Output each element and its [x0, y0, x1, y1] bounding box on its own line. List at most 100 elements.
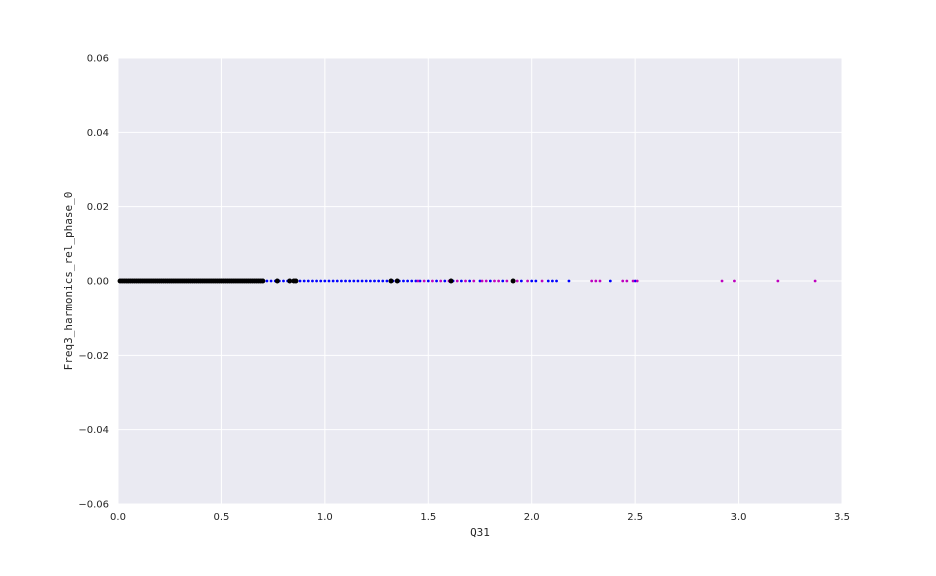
- data-point: [306, 279, 310, 283]
- data-point: [439, 279, 443, 283]
- data-point: [633, 279, 637, 283]
- data-point: [282, 279, 285, 283]
- data-point: [594, 279, 598, 283]
- data-point: [344, 279, 347, 283]
- x-tick-label: 0.5: [213, 512, 229, 523]
- data-point: [381, 279, 385, 283]
- y-tick-label: 0.02: [87, 202, 109, 213]
- x-tick-label: 2.0: [524, 512, 540, 523]
- data-point: [422, 279, 426, 283]
- y-tick-labels: −0.06 −0.04 −0.02 0.00 0.02 0.04 0.06: [78, 54, 109, 511]
- data-point: [364, 279, 368, 283]
- data-point: [414, 279, 418, 283]
- data-point: [260, 278, 266, 284]
- data-point: [501, 279, 505, 283]
- data-point: [293, 278, 299, 284]
- data-point: [377, 279, 381, 283]
- data-point: [534, 279, 538, 283]
- y-axis-label: Freq3_harmonics_rel_phase_0: [62, 192, 75, 371]
- y-tick-label: −0.02: [78, 351, 109, 362]
- data-point: [402, 279, 405, 283]
- data-point: [635, 279, 639, 283]
- data-point: [546, 279, 550, 283]
- data-point: [631, 279, 635, 283]
- data-point: [298, 279, 302, 283]
- data-point: [335, 279, 339, 283]
- data-point: [555, 279, 558, 283]
- y-tick-label: 0.00: [87, 277, 109, 288]
- data-point: [287, 278, 293, 284]
- data-point: [733, 279, 736, 283]
- data-point: [311, 279, 314, 283]
- y-tick-label: 0.06: [87, 54, 109, 65]
- data-point: [418, 279, 422, 283]
- y-tick-label: −0.04: [78, 425, 109, 436]
- data-point: [540, 279, 544, 283]
- data-point: [720, 279, 724, 283]
- data-point: [505, 279, 509, 283]
- data-point: [598, 279, 602, 283]
- data-point: [567, 279, 571, 283]
- data-point: [265, 279, 269, 283]
- data-point: [385, 279, 389, 283]
- x-tick-label: 0.0: [110, 512, 126, 523]
- data-point: [480, 279, 484, 283]
- data-point: [621, 279, 625, 283]
- data-point: [340, 279, 343, 283]
- data-point: [608, 279, 612, 283]
- data-point: [484, 279, 488, 283]
- data-point: [468, 279, 472, 283]
- y-tick-label: 0.04: [87, 128, 109, 139]
- data-point: [478, 279, 482, 283]
- data-point: [356, 279, 360, 283]
- data-point: [323, 279, 327, 283]
- data-point: [464, 279, 467, 283]
- data-point: [331, 279, 335, 283]
- data-point: [388, 278, 394, 284]
- data-point: [488, 279, 492, 283]
- data-point: [530, 279, 534, 283]
- data-point: [348, 279, 352, 283]
- data-point: [327, 279, 331, 283]
- x-tick-label: 2.5: [627, 512, 643, 523]
- data-point: [510, 278, 516, 284]
- x-tick-label: 3.0: [731, 512, 747, 523]
- data-point: [459, 279, 463, 283]
- data-point: [435, 279, 438, 283]
- data-point: [625, 279, 629, 283]
- data-point: [431, 279, 434, 283]
- data-point: [590, 279, 594, 283]
- data-point: [274, 278, 280, 284]
- data-point: [319, 279, 323, 283]
- data-point: [455, 279, 459, 283]
- data-point: [302, 279, 306, 283]
- x-tick-label: 3.5: [834, 512, 850, 523]
- data-point: [551, 279, 554, 283]
- data-point: [448, 278, 454, 284]
- data-point: [497, 279, 501, 283]
- data-point: [519, 279, 523, 283]
- data-point: [360, 279, 364, 283]
- grid-lines: [117, 57, 843, 505]
- data-point: [526, 279, 529, 283]
- data-points: [117, 278, 817, 284]
- data-point: [416, 279, 420, 283]
- data-point: [776, 279, 780, 283]
- data-point: [410, 279, 414, 283]
- data-point: [373, 279, 376, 283]
- data-point: [493, 279, 496, 283]
- x-tick-label: 1.0: [317, 512, 333, 523]
- data-point: [472, 279, 476, 283]
- data-point: [315, 279, 318, 283]
- x-tick-labels: 0.0 0.5 1.0 1.5 2.0 2.5 3.0 3.5: [110, 512, 850, 523]
- data-point: [426, 279, 430, 283]
- data-point: [443, 279, 447, 283]
- x-axis-label: Q31: [470, 526, 490, 539]
- x-tick-label: 1.5: [420, 512, 436, 523]
- data-point: [515, 279, 519, 283]
- data-point: [368, 279, 372, 283]
- y-tick-label: −0.06: [78, 500, 109, 511]
- data-point: [406, 279, 409, 283]
- data-point: [352, 279, 356, 283]
